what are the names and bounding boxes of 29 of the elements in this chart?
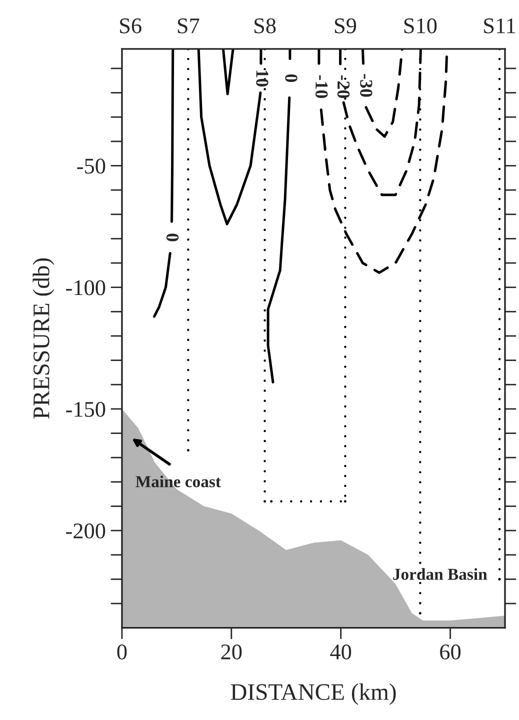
point [186, 449, 190, 452]
point [270, 500, 273, 503]
y-tick-label: -200 [66, 523, 106, 538]
y-tick-label: -50 [77, 158, 106, 174]
annotation: Maine coast [136, 476, 221, 488]
text: 0 [285, 74, 298, 82]
x-tick-label: 20 [221, 644, 242, 660]
series-label: S10 [404, 18, 437, 34]
x-axis-title: DISTANCE (km) [230, 683, 396, 705]
point [264, 500, 266, 503]
x-tick-label: 60 [440, 644, 461, 660]
annotation: Jordan Basin [393, 568, 488, 580]
text: 10 [256, 70, 268, 86]
text: 0 [166, 234, 179, 242]
x-tick-label: 40 [330, 644, 352, 660]
text: -30 [360, 74, 372, 97]
series-label: S8 [254, 18, 276, 34]
point [418, 612, 422, 614]
series-label: S11 [484, 18, 516, 34]
point [344, 500, 346, 503]
series-label: S9 [334, 18, 356, 34]
y-axis-title: PRESSURE (db) [32, 258, 54, 419]
text: -10 [316, 75, 328, 98]
series-label: S7 [178, 18, 200, 34]
text: -20 [337, 75, 350, 98]
y-tick-label: -150 [66, 402, 106, 417]
x-tick-label: 0 [117, 644, 127, 660]
y-tick-label: -100 [66, 280, 106, 296]
text: S6 [120, 18, 142, 34]
